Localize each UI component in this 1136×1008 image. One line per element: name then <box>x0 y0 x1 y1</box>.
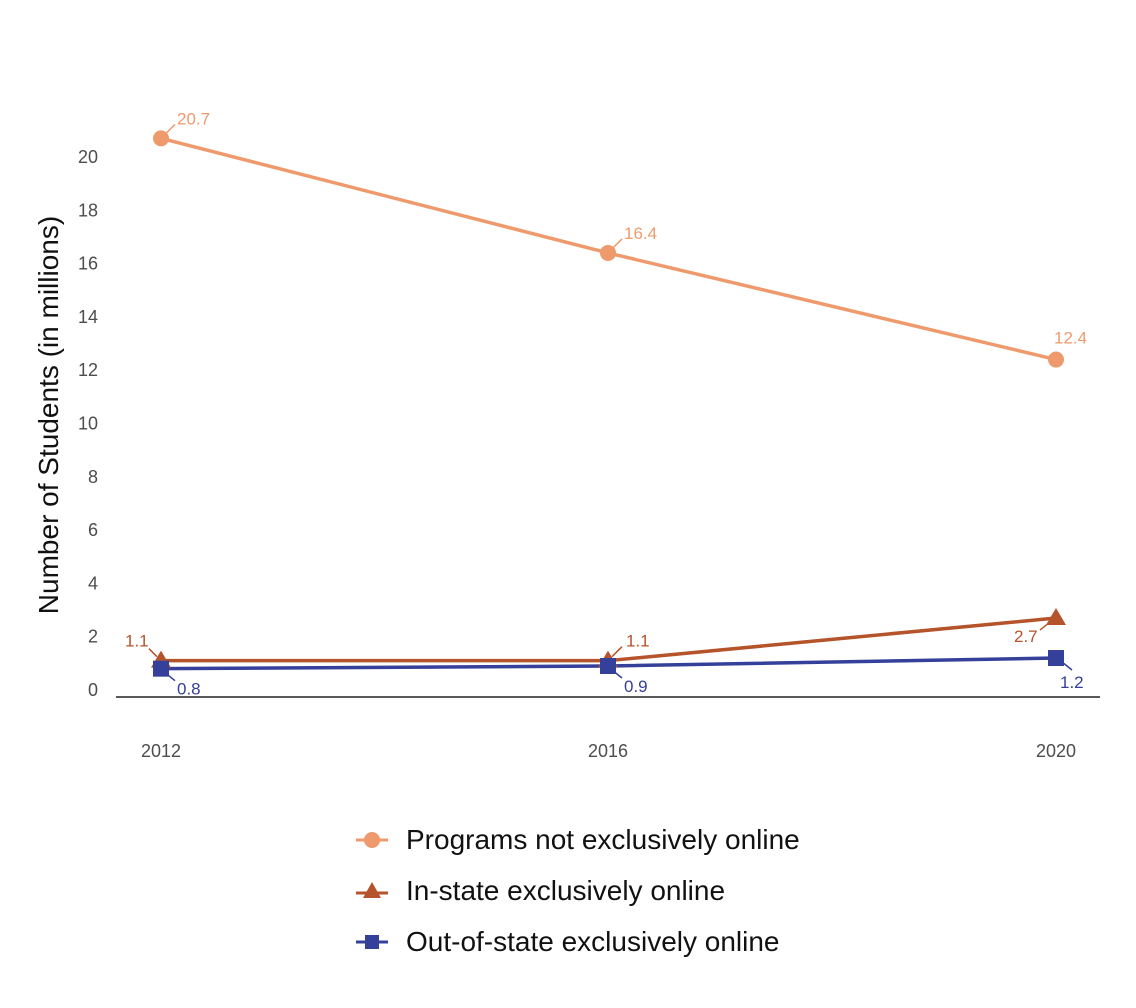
data-point-triangle <box>1046 608 1066 626</box>
legend-triangle-marker <box>356 881 388 898</box>
data-point-square <box>1048 650 1064 667</box>
series-lines <box>160 136 1057 671</box>
data-label: 16.4 <box>624 224 657 243</box>
data-label: 2.7 <box>1014 627 1038 646</box>
y-tick-label: 10 <box>78 414 98 434</box>
x-tick-label: 2012 <box>141 741 181 761</box>
y-tick-label: 8 <box>88 467 98 487</box>
x-tick-label: 2016 <box>588 741 628 761</box>
data-label: 1.2 <box>1060 673 1084 692</box>
label-leader-line <box>611 238 623 250</box>
data-point-circle <box>1048 351 1064 368</box>
data-label: 0.8 <box>177 680 201 699</box>
data-label: 0.9 <box>624 677 648 696</box>
legend-item-programs-not-exclusively-online: Programs not exclusively online <box>356 814 800 865</box>
legend-label: In-state exclusively online <box>406 874 726 906</box>
label-leader-line <box>164 123 176 135</box>
y-axis-title: Number of Students (in millions) <box>33 216 64 614</box>
data-labels: 20.7 16.4 12.4 1.1 1.1 2.7 0.8 0.9 1.2 <box>125 109 1087 698</box>
label-leader-line <box>164 672 176 682</box>
y-tick-label: 12 <box>78 360 98 380</box>
label-leader-line <box>611 669 623 679</box>
y-tick-label: 16 <box>78 254 98 274</box>
y-axis: 0 2 4 6 8 10 12 14 16 18 20 <box>78 147 98 700</box>
y-tick-label: 2 <box>88 627 98 647</box>
x-axis: 2012 2016 2020 <box>141 741 1076 761</box>
label-leader-line <box>1039 621 1051 631</box>
series-markers <box>151 130 1066 677</box>
y-tick-label: 4 <box>88 573 98 593</box>
data-label: 1.1 <box>125 632 149 651</box>
y-tick-label: 20 <box>78 147 98 167</box>
legend-square-marker <box>356 934 388 949</box>
legend: Programs not exclusively online In-state… <box>356 814 800 967</box>
legend-label: Programs not exclusively online <box>406 823 800 855</box>
x-tick-label: 2020 <box>1036 741 1076 761</box>
legend-circle-marker <box>356 831 388 848</box>
data-label: 20.7 <box>177 109 210 128</box>
line-chart: 0 2 4 6 8 10 12 14 16 18 20 Number of Students (in… <box>33 109 1100 761</box>
legend-item-out-of-state-exclusively-online: Out-of-state exclusively online <box>356 916 800 967</box>
legend-item-in-state-exclusively-online: In-state exclusively online <box>356 865 800 916</box>
label-leader-line <box>1061 661 1073 671</box>
y-tick-label: 18 <box>78 200 98 220</box>
label-leader-line <box>611 646 623 658</box>
y-tick-label: 14 <box>78 307 98 327</box>
label-leader-line <box>148 648 158 658</box>
y-tick-label: 0 <box>88 680 98 700</box>
data-label: 1.1 <box>626 632 650 651</box>
data-label: 12.4 <box>1054 329 1087 348</box>
legend-label: Out-of-state exclusively online <box>406 925 780 957</box>
y-tick-label: 6 <box>88 520 98 540</box>
